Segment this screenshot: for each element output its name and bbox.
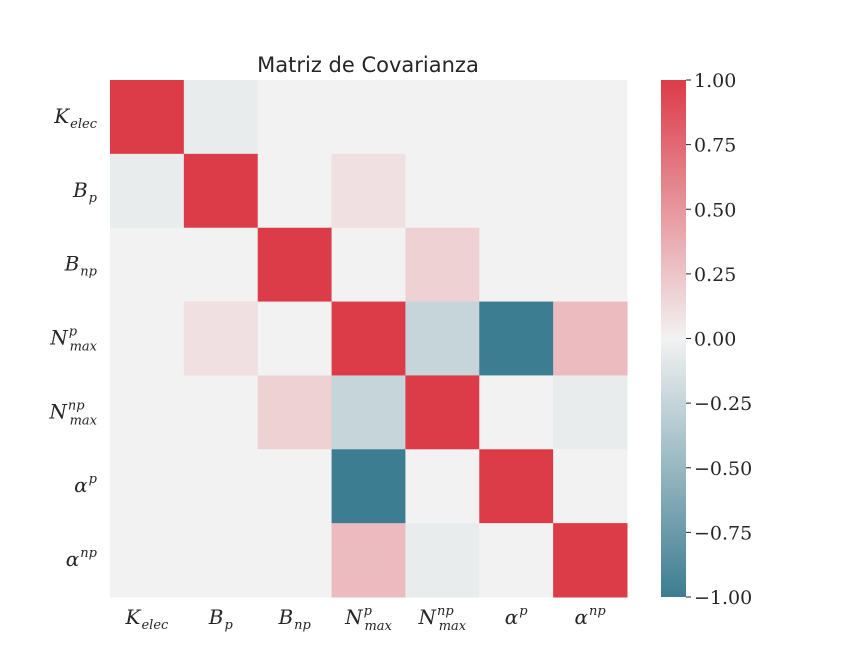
heatmap-cell-3-4 bbox=[405, 301, 480, 376]
column-label-2: Bnp bbox=[277, 605, 311, 633]
column-label-6: αnp bbox=[574, 604, 606, 629]
colorbar-tick-label: −0.25 bbox=[694, 393, 752, 415]
heatmap-cell-1-5 bbox=[479, 153, 554, 229]
row-label-6: αnp bbox=[66, 546, 98, 571]
colorbar-tick-label: 0.25 bbox=[694, 264, 736, 286]
heatmap-cell-2-2 bbox=[257, 227, 333, 303]
column-label-1: Bp bbox=[208, 605, 234, 633]
heatmap-cell-6-6 bbox=[553, 523, 628, 598]
heatmap-cell-4-1 bbox=[183, 375, 259, 450]
heatmap-cell-5-2 bbox=[257, 449, 333, 524]
heatmap-cell-0-1 bbox=[183, 80, 259, 155]
heatmap-cell-2-5 bbox=[479, 227, 554, 303]
row-label-1: Bp bbox=[72, 178, 98, 206]
heatmap-cell-2-0 bbox=[110, 227, 185, 303]
heatmap-cell-6-1 bbox=[183, 523, 259, 598]
chart-title: Matriz de Covarianza bbox=[257, 53, 479, 77]
heatmap-cell-1-1 bbox=[183, 153, 259, 229]
row-label-4: Nnp max bbox=[48, 398, 97, 428]
heatmap-cell-4-5 bbox=[479, 375, 554, 450]
heatmap-cell-6-4 bbox=[405, 523, 480, 598]
heatmap-cell-2-6 bbox=[553, 227, 628, 303]
heatmap-cell-1-3 bbox=[331, 153, 406, 229]
colorbar-tick-label: 0.75 bbox=[694, 135, 736, 157]
heatmap-cell-1-2 bbox=[257, 153, 333, 229]
colorbar-gradient bbox=[661, 80, 686, 597]
heatmap-cell-4-6 bbox=[553, 375, 628, 450]
heatmap-cell-2-1 bbox=[183, 227, 259, 303]
heatmap-cell-5-0 bbox=[110, 449, 185, 524]
column-label-3: Np max bbox=[344, 604, 392, 634]
column-labels: Kelec Bp Bnp Np max Nnp max αp αnp bbox=[125, 604, 607, 634]
column-label-0: Kelec bbox=[125, 605, 169, 633]
colorbar-tick-label: −1.00 bbox=[694, 587, 752, 609]
heatmap-cell-4-3 bbox=[331, 375, 406, 450]
heatmap-cell-5-3 bbox=[331, 449, 406, 524]
colorbar-tick-label: 0.00 bbox=[694, 329, 736, 351]
heatmap-cell-2-3 bbox=[331, 227, 406, 303]
heatmap-cells bbox=[110, 80, 628, 598]
heatmap-cell-3-2 bbox=[257, 301, 333, 376]
row-label-5: αp bbox=[74, 472, 98, 497]
heatmap-cell-4-2 bbox=[257, 375, 333, 450]
heatmap-cell-0-5 bbox=[479, 80, 554, 155]
column-label-5: αp bbox=[505, 604, 529, 629]
heatmap-cell-6-0 bbox=[110, 523, 185, 598]
heatmap-cell-1-6 bbox=[553, 153, 628, 229]
row-label-3: Np max bbox=[49, 325, 97, 355]
row-labels: Kelec Bp Bnp Np max Nnp max αp αnp bbox=[48, 104, 97, 571]
row-label-0: Kelec bbox=[53, 104, 97, 132]
row-label-2: Bnp bbox=[64, 252, 98, 280]
heatmap-cell-0-2 bbox=[257, 80, 333, 155]
heatmap-cell-1-0 bbox=[110, 153, 185, 229]
heatmap-cell-2-4 bbox=[405, 227, 480, 303]
heatmap-cell-0-6 bbox=[553, 80, 628, 155]
heatmap-cell-3-0 bbox=[110, 301, 185, 376]
heatmap-cell-4-4 bbox=[405, 375, 480, 450]
heatmap-cell-0-4 bbox=[405, 80, 480, 155]
heatmap-cell-4-0 bbox=[110, 375, 185, 450]
colorbar: 1.00 0.75 0.50 0.25 0.00 −0.25 −0.50 −0.75 −1.00 bbox=[661, 70, 752, 609]
heatmap-cell-5-5 bbox=[479, 449, 554, 524]
colorbar-tick-label: 0.50 bbox=[694, 199, 736, 221]
heatmap-cell-6-5 bbox=[479, 523, 554, 598]
heatmap-cell-5-1 bbox=[183, 449, 259, 524]
heatmap-cell-5-6 bbox=[553, 449, 628, 524]
colorbar-tick-label: 1.00 bbox=[694, 70, 736, 92]
heatmap-cell-3-1 bbox=[183, 301, 259, 376]
column-label-4: Nnp max bbox=[418, 604, 467, 634]
heatmap-cell-6-3 bbox=[331, 523, 406, 598]
heatmap-cell-6-2 bbox=[257, 523, 333, 598]
heatmap-cell-3-3 bbox=[331, 301, 406, 376]
heatmap-cell-0-0 bbox=[110, 80, 185, 155]
heatmap-cell-3-6 bbox=[553, 301, 628, 376]
colorbar-tick-label: −0.50 bbox=[694, 458, 752, 480]
heatmap-cell-3-5 bbox=[479, 301, 554, 376]
heatmap-cell-1-4 bbox=[405, 153, 480, 229]
colorbar-tick-label: −0.75 bbox=[694, 522, 752, 544]
heatmap-cell-5-4 bbox=[405, 449, 480, 524]
heatmap-cell-0-3 bbox=[331, 80, 406, 155]
